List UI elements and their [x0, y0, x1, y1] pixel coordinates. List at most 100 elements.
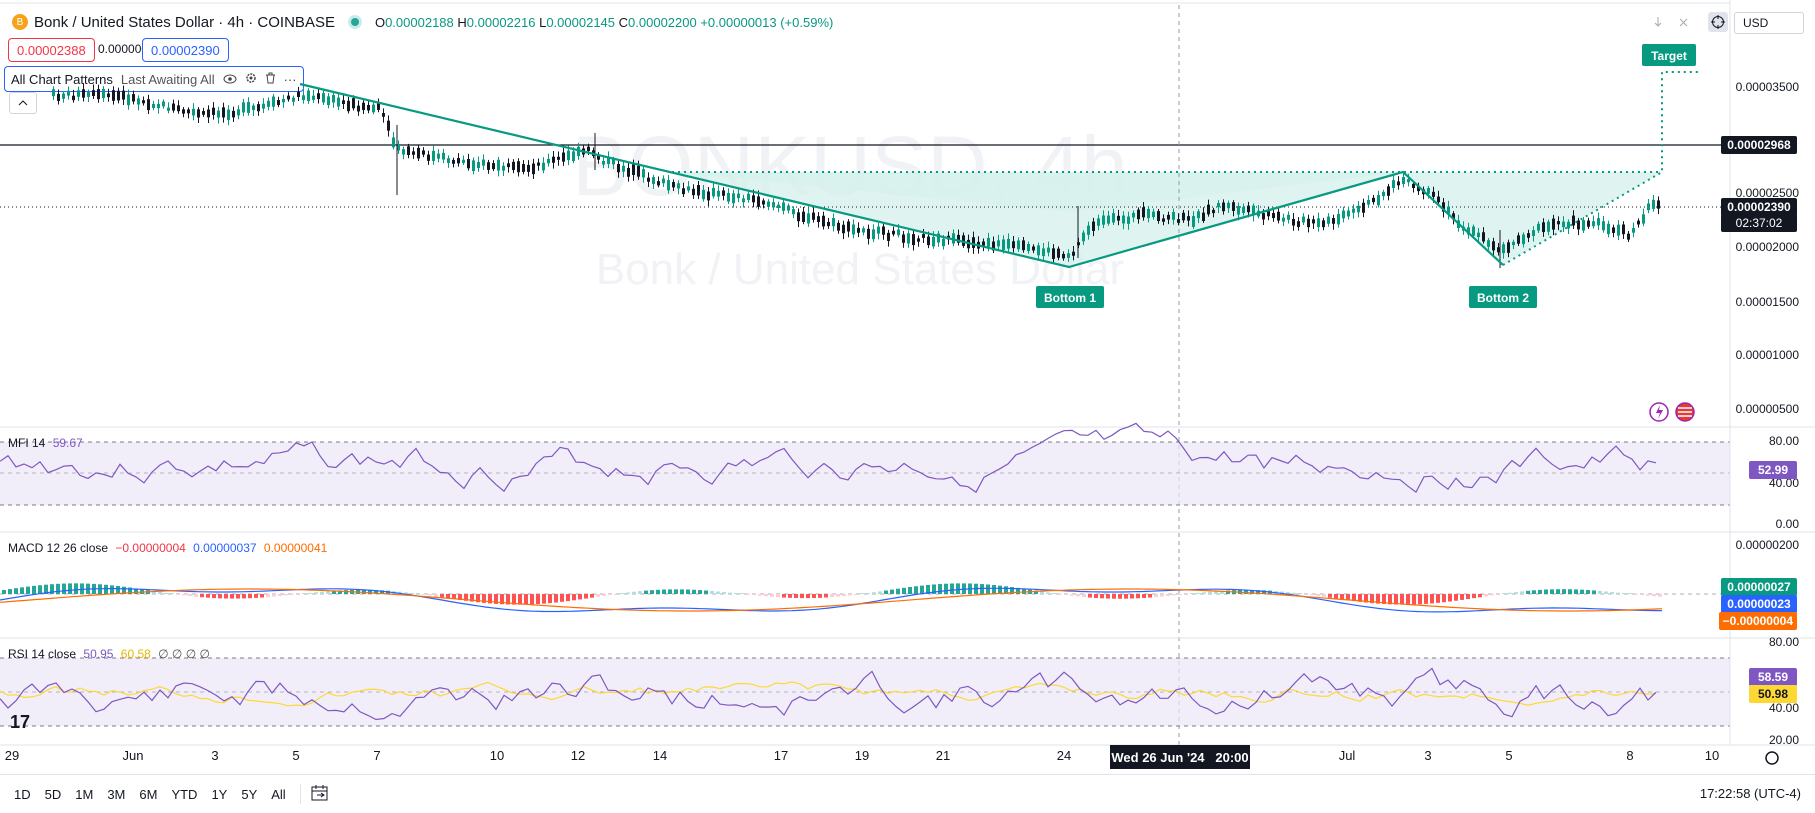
- range-6m[interactable]: 6M: [139, 786, 158, 802]
- eye-icon[interactable]: [223, 72, 237, 87]
- candle-body: [522, 164, 525, 172]
- macd-hist-bar: [1598, 590, 1602, 594]
- macd-hist-bar: [524, 594, 528, 605]
- crosshair-target-icon[interactable]: [1708, 12, 1728, 32]
- goto-date-calendar-icon[interactable]: [311, 784, 329, 804]
- collapse-chevron-up-icon[interactable]: [9, 92, 37, 114]
- candle-body: [67, 90, 70, 96]
- candle-body: [82, 89, 85, 98]
- bottom2-label-box[interactable]: [1469, 286, 1537, 308]
- range-ytd[interactable]: YTD: [171, 786, 198, 802]
- candle-body: [497, 159, 500, 171]
- macd-hist-tag: 0.00000027: [1721, 578, 1797, 596]
- macd-hist-bar: [476, 594, 480, 603]
- candle-body: [277, 100, 280, 106]
- pattern-fill-lower: [672, 172, 1403, 267]
- double-bottom-pattern-line[interactable]: [299, 82, 1504, 269]
- macd-hist-bar: [1454, 594, 1458, 601]
- chart-settings-icon[interactable]: [1765, 751, 1779, 765]
- macd-hist-bar: [1430, 594, 1434, 604]
- candle-body: [837, 222, 840, 231]
- macd-hist-bar: [1574, 589, 1578, 594]
- macd-hist-bar: [500, 594, 504, 605]
- buy-button[interactable]: 0.00002390: [142, 38, 229, 62]
- candle-body: [722, 190, 725, 196]
- rsi-ma-tag: 50.98: [1749, 685, 1797, 703]
- candle-body: [282, 98, 285, 103]
- candle-body: [812, 212, 815, 220]
- mfi-legend[interactable]: MFI 14 59.67: [8, 436, 83, 450]
- macd-hist-bar: [1586, 590, 1590, 594]
- range-1m[interactable]: 1M: [75, 786, 94, 802]
- range-5y[interactable]: 5Y: [241, 786, 258, 802]
- macd-hist-bar: [1178, 594, 1182, 595]
- range-1d[interactable]: 1D: [14, 786, 31, 802]
- candle-body: [667, 180, 670, 191]
- macd-hist-bar: [1400, 594, 1404, 605]
- candle-body: [782, 202, 785, 211]
- macd-hist-bar: [1130, 594, 1134, 599]
- macd-hist-bar: [662, 589, 666, 594]
- target-label-box[interactable]: [1642, 44, 1696, 66]
- macd-legend[interactable]: MACD 12 26 close −0.00000004 0.00000037 …: [8, 541, 327, 555]
- macd-hist-bar: [488, 594, 492, 604]
- candle-body: [917, 238, 920, 242]
- macd-hist-bar: [242, 594, 246, 599]
- sell-button[interactable]: 0.00002388: [8, 38, 95, 62]
- candle-body: [517, 161, 520, 173]
- candle-body: [77, 90, 80, 97]
- range-all[interactable]: All: [271, 786, 286, 802]
- time-tick: 7: [373, 748, 381, 763]
- candle-body: [62, 93, 65, 99]
- candle-body: [702, 189, 705, 200]
- arrow-down-icon[interactable]: [1648, 12, 1668, 32]
- macd-hist-bar: [1016, 587, 1020, 594]
- price-tick: 0.00002500: [1735, 186, 1799, 200]
- candle-body: [267, 100, 270, 107]
- symbol-title[interactable]: Bonk / United States Dollar · 4h · COINB…: [34, 13, 335, 31]
- macd-hist-bar: [68, 583, 72, 594]
- more-options-icon[interactable]: ···: [283, 71, 297, 87]
- macd-hist-bar: [1406, 594, 1410, 605]
- macd-hist-bar: [1082, 594, 1086, 598]
- mfi-tick: 80.00: [1768, 434, 1799, 448]
- macd-hist-bar: [1394, 594, 1398, 605]
- rsi-legend[interactable]: RSI 14 close 50.95 60.58 ∅ ∅ ∅ ∅: [8, 647, 210, 661]
- candle-body: [1367, 200, 1370, 205]
- candle-body: [437, 153, 440, 159]
- range-1y[interactable]: 1Y: [211, 786, 228, 802]
- candle-body: [397, 145, 400, 151]
- candle-body: [1087, 225, 1090, 235]
- range-5d[interactable]: 5D: [44, 786, 62, 802]
- candle-body: [1127, 216, 1130, 224]
- trash-icon[interactable]: [265, 72, 276, 87]
- clock-timezone[interactable]: 17:22:58 (UTC-4): [1699, 786, 1801, 801]
- currency-select[interactable]: USD: [1734, 12, 1804, 34]
- candle-body: [87, 92, 90, 97]
- macd-hist-bar: [1076, 594, 1080, 597]
- pattern-fill-right: [1403, 172, 1662, 265]
- candle-body: [422, 150, 425, 155]
- candle-body: [227, 109, 230, 120]
- range-3m[interactable]: 3M: [107, 786, 126, 802]
- macd-hist-bar: [1340, 594, 1344, 600]
- macd-hist-bar: [632, 591, 636, 594]
- candle-body: [72, 95, 75, 101]
- candle-body: [587, 146, 590, 152]
- bottom1-label-box[interactable]: [1036, 286, 1104, 308]
- candle-body: [157, 103, 160, 109]
- macd-hist-bar: [176, 594, 180, 595]
- macd-hist-bar: [584, 594, 588, 599]
- settings-gear-icon[interactable]: [245, 72, 257, 87]
- candle-body: [607, 156, 610, 165]
- macd-hist-bar: [482, 594, 486, 603]
- macd-hist-bar: [722, 592, 726, 594]
- candle-body: [1292, 218, 1295, 226]
- candle-body: [1427, 187, 1430, 194]
- candle-body: [187, 109, 190, 114]
- close-icon[interactable]: [1673, 12, 1693, 32]
- lightning-icon[interactable]: [1649, 402, 1669, 422]
- time-tick: 14: [652, 748, 668, 763]
- macd-hist-bar: [80, 583, 84, 594]
